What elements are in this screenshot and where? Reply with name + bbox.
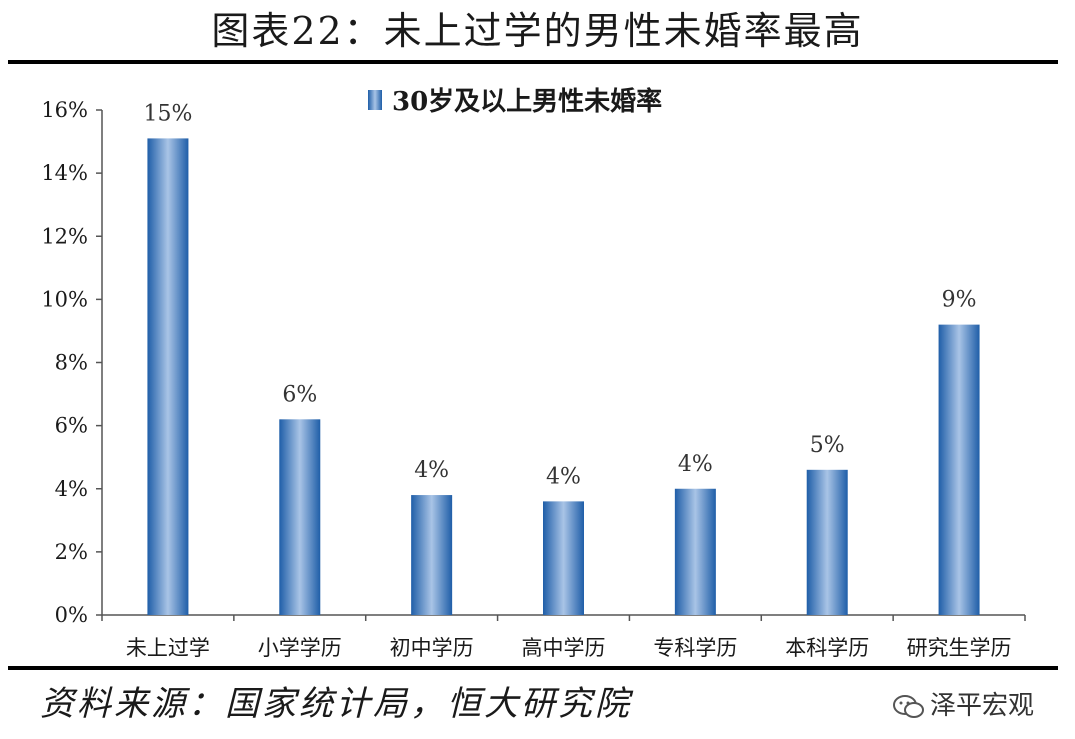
source-note: 资料来源：国家统计局，恒大研究院	[40, 684, 632, 724]
top-rule	[8, 60, 1058, 64]
bottom-rule	[8, 666, 1058, 670]
data-label: 6%	[282, 382, 317, 407]
category-label: 未上过学	[126, 636, 210, 660]
labels: 15% 未上过学 6% 小学学历 4% 初中学历 4% 高中学历 4% 专科学历 5% 本科学历 9% 研…	[126, 101, 1012, 660]
bar-2	[279, 419, 321, 615]
axes: 0% 2% 4% 6% 8% 10% 12% 14% 16%	[41, 98, 1026, 627]
y-tick-label: 12%	[41, 224, 88, 248]
watermark: 泽平宏观	[892, 690, 1034, 722]
category-label: 研究生学历	[907, 636, 1012, 660]
wechat-icon	[893, 694, 924, 718]
watermark-text: 泽平宏观	[930, 691, 1035, 721]
y-tick-label: 0%	[55, 603, 88, 627]
bar-chart: 0% 2% 4% 6% 8% 10% 12% 14% 16% 15% 未上过学 6% 小学学历 4% 初中…	[41, 86, 1026, 660]
legend-swatch	[368, 90, 382, 110]
bar-6	[806, 469, 848, 615]
y-tick-label: 2%	[55, 540, 88, 564]
y-tick-label: 8%	[55, 351, 88, 375]
y-tick-label: 4%	[55, 477, 88, 501]
data-label: 4%	[678, 452, 713, 477]
data-label: 4%	[546, 464, 581, 489]
category-label: 初中学历	[390, 636, 474, 660]
category-label: 高中学历	[522, 636, 606, 660]
y-tick-label: 14%	[41, 161, 88, 185]
y-tick-label: 10%	[41, 287, 88, 311]
data-label: 5%	[810, 433, 845, 458]
category-label: 本科学历	[785, 636, 869, 660]
chart-title: 图表22：未上过学的男性未婚率最高	[211, 9, 864, 53]
bars	[147, 138, 980, 615]
bar-7	[938, 324, 980, 615]
y-tick-label: 6%	[55, 414, 88, 438]
legend-label: 30岁及以上男性未婚率	[392, 86, 662, 117]
bar-1	[147, 138, 189, 615]
y-tick-label: 16%	[41, 98, 88, 122]
data-label: 4%	[414, 458, 449, 483]
data-label: 9%	[942, 288, 977, 313]
bar-5	[674, 488, 716, 615]
category-label: 专科学历	[653, 636, 737, 660]
bar-3	[411, 495, 453, 615]
category-label: 小学学历	[258, 636, 342, 660]
legend: 30岁及以上男性未婚率	[368, 86, 662, 117]
bar-4	[543, 501, 584, 615]
data-label: 15%	[143, 101, 192, 126]
